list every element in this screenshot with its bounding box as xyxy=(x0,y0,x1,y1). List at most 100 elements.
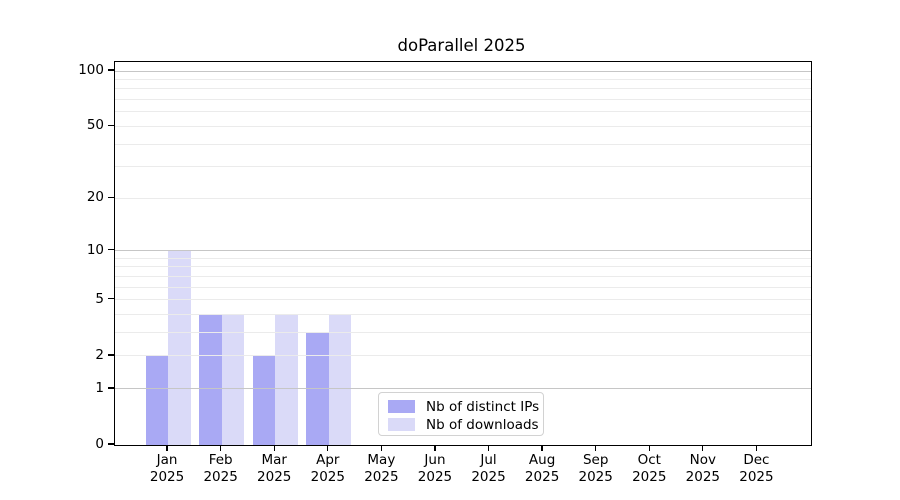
gridline-minor xyxy=(114,143,811,145)
legend-label-downloads: Nb of downloads xyxy=(426,416,539,433)
gridline-minor xyxy=(114,299,811,301)
x-tick-mark xyxy=(648,445,650,451)
x-tick-month: Jan xyxy=(156,452,178,468)
gridline-minor xyxy=(114,314,811,316)
x-tick-month: Dec xyxy=(743,452,770,468)
gridline-minor xyxy=(114,257,811,259)
x-tick-mark xyxy=(595,445,597,451)
x-tick-month: Apr xyxy=(316,452,340,468)
gridline-minor xyxy=(114,166,811,168)
bar-distinct-ips-mar xyxy=(252,355,276,445)
x-tick-mark xyxy=(487,445,490,451)
x-tick-year: 2025 xyxy=(257,469,292,485)
y-tick-label: 20 xyxy=(86,189,104,206)
gridline-minor xyxy=(114,125,811,127)
x-tick-year: 2025 xyxy=(524,469,560,485)
x-tick-mark xyxy=(755,445,758,451)
gridline-minor xyxy=(114,99,811,101)
plot-area xyxy=(113,61,812,446)
bar-distinct-ips-feb xyxy=(199,314,222,445)
bar-downloads-mar xyxy=(275,314,298,445)
y-tick-mark xyxy=(107,443,114,445)
x-tick-label: Jul 2025 xyxy=(459,452,519,486)
legend: Nb of distinct IPs Nb of downloads xyxy=(378,392,544,436)
x-tick-label: Feb 2025 xyxy=(191,452,251,486)
chart-title: doParallel 2025 xyxy=(397,36,526,55)
x-tick-month: Jun xyxy=(424,452,446,468)
y-tick-mark xyxy=(107,298,114,300)
legend-swatch-distinct-ips xyxy=(388,400,415,413)
y-tick-label: 2 xyxy=(95,346,104,363)
x-tick-mark xyxy=(434,445,436,451)
x-tick-mark xyxy=(220,445,222,451)
gridline-minor xyxy=(114,111,811,113)
y-tick-label: 10 xyxy=(86,241,104,258)
x-tick-label: Nov 2025 xyxy=(673,452,733,486)
x-tick-label: Jun 2025 xyxy=(405,452,465,486)
y-tick-label: 50 xyxy=(86,117,104,134)
x-tick-year: 2025 xyxy=(310,469,345,485)
gridline-minor xyxy=(114,275,811,277)
bar-downloads-jan xyxy=(168,250,191,445)
y-tick-label: 5 xyxy=(95,290,104,307)
gridline-minor xyxy=(114,266,811,268)
x-tick-year: 2025 xyxy=(578,469,613,485)
x-tick-year: 2025 xyxy=(203,469,238,485)
y-tick-label: 0 xyxy=(95,436,104,452)
gridline-major xyxy=(114,70,811,72)
legend-swatch-downloads xyxy=(388,418,415,431)
y-tick-mark xyxy=(107,196,114,198)
x-tick-year: 2025 xyxy=(417,469,453,485)
legend-item-distinct-ips: Nb of distinct IPs xyxy=(388,398,539,415)
y-tick-mark xyxy=(107,69,114,71)
x-tick-year: 2025 xyxy=(149,469,185,485)
gridline-minor xyxy=(114,197,811,199)
legend-label-distinct-ips: Nb of distinct IPs xyxy=(426,398,540,415)
x-tick-mark xyxy=(327,445,329,451)
x-tick-year: 2025 xyxy=(685,469,721,485)
x-tick-label: May 2025 xyxy=(351,452,411,486)
x-tick-label: Aug 2025 xyxy=(512,452,572,486)
gridline-minor xyxy=(114,332,811,334)
x-tick-mark xyxy=(273,445,275,451)
y-tick-mark xyxy=(107,354,114,356)
gridline-minor xyxy=(114,286,811,288)
x-tick-month: Sep xyxy=(582,452,609,468)
x-tick-year: 2025 xyxy=(632,469,667,485)
x-tick-month: Jul xyxy=(480,452,497,468)
x-tick-label: Jan 2025 xyxy=(137,452,197,486)
x-tick-month: Mar xyxy=(261,452,287,468)
x-tick-mark xyxy=(380,445,383,451)
bar-downloads-feb xyxy=(221,314,245,445)
legend-item-downloads: Nb of downloads xyxy=(388,416,539,433)
x-tick-label: Sep 2025 xyxy=(566,452,626,486)
gridline-major xyxy=(114,250,811,252)
x-tick-label: Apr 2025 xyxy=(298,452,358,486)
x-tick-month: Nov xyxy=(689,452,717,468)
x-tick-mark xyxy=(541,445,543,451)
gridline-minor xyxy=(114,78,811,80)
x-tick-year: 2025 xyxy=(364,469,399,485)
y-tick-mark xyxy=(107,387,114,389)
gridline-minor xyxy=(114,355,811,357)
x-tick-month: Feb xyxy=(208,452,233,468)
gridline-major xyxy=(114,388,811,390)
x-tick-month: Aug xyxy=(528,452,556,468)
gridline-minor xyxy=(114,88,811,90)
x-tick-year: 2025 xyxy=(739,469,774,485)
x-tick-month: May xyxy=(367,452,396,468)
y-tick-mark xyxy=(107,124,114,127)
x-tick-mark xyxy=(702,445,704,451)
x-tick-month: Oct xyxy=(637,452,661,468)
x-tick-label: Mar 2025 xyxy=(244,452,304,486)
x-tick-label: Dec 2025 xyxy=(726,452,786,486)
y-tick-mark xyxy=(107,249,114,251)
y-tick-label: 100 xyxy=(78,62,104,78)
y-tick-label: 1 xyxy=(95,379,104,396)
bar-distinct-ips-jan xyxy=(145,355,169,445)
x-tick-year: 2025 xyxy=(471,469,506,485)
bar-downloads-apr xyxy=(328,314,352,445)
x-tick-label: Oct 2025 xyxy=(619,452,679,486)
x-tick-mark xyxy=(166,445,168,451)
